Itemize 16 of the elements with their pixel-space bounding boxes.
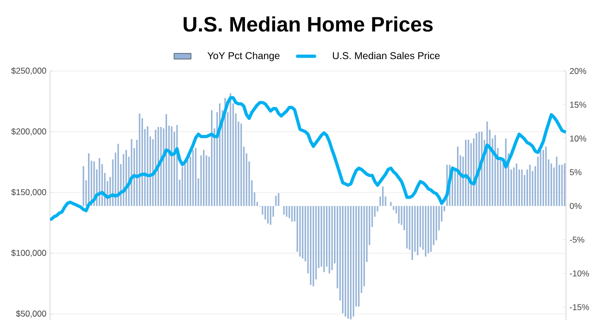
y2-tick-label: 5%: [570, 169, 582, 176]
y-tick-label: $200,000: [11, 128, 46, 136]
legend-label: YoY Pct Change: [207, 52, 280, 62]
y-tick-label: $100,000: [11, 250, 46, 257]
y2-tick-label: 15%: [570, 102, 586, 108]
y2-tick-label: -5%: [570, 236, 584, 243]
y2-tick-label: -15%: [570, 304, 589, 310]
y2-tick-label: 10%: [570, 135, 586, 142]
y-tick-label: $50,000: [16, 310, 46, 318]
y2-tick-label: -10%: [570, 270, 589, 276]
y-tick-label: $150,000: [11, 188, 46, 196]
legend-label: U.S. Median Sales Price: [332, 52, 440, 60]
y2-tick-label: 0%: [570, 202, 582, 209]
y-tick-label: $250,000: [11, 67, 46, 75]
chart-title: U.S. Median Home Prices: [184, 16, 433, 32]
y2-tick-label: 20%: [570, 68, 586, 74]
